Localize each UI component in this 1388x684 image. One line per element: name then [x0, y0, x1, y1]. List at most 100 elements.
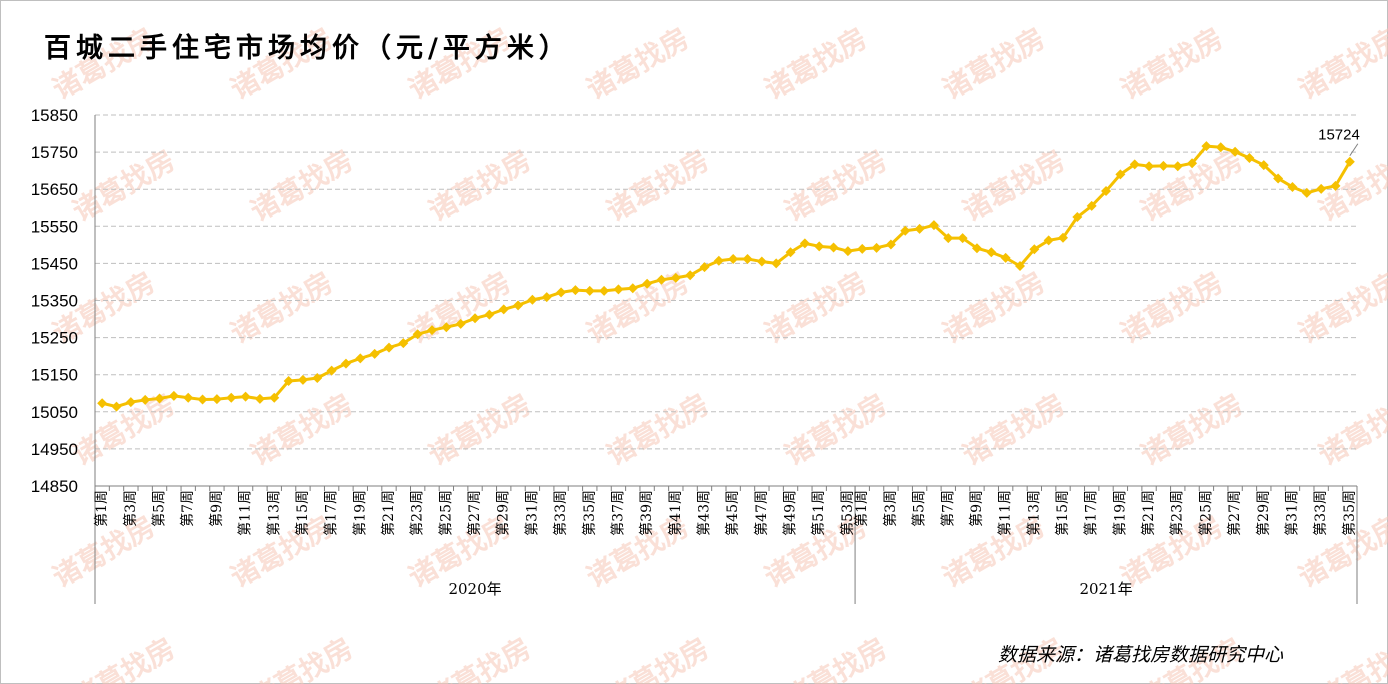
data-point	[455, 318, 466, 329]
data-point	[1014, 260, 1025, 271]
data-point	[885, 239, 896, 250]
y-tick-label: 15450	[31, 254, 78, 273]
watermark-text: 诸葛找房	[1313, 387, 1388, 472]
x-group-label: 2020年	[448, 580, 501, 598]
data-point	[398, 338, 409, 349]
data-point	[240, 391, 251, 402]
watermark-text: 诸葛找房	[1135, 143, 1249, 228]
y-tick-label: 15650	[31, 180, 78, 199]
data-point	[1058, 232, 1069, 243]
data-point	[1115, 169, 1126, 180]
data-point	[1101, 186, 1112, 197]
data-point	[283, 376, 294, 387]
data-point	[1316, 183, 1327, 194]
data-point	[355, 353, 366, 364]
watermark-text: 诸葛找房	[1135, 387, 1249, 472]
watermark-text: 诸葛找房	[1293, 509, 1388, 594]
data-point	[412, 329, 423, 340]
x-tick-label: 第13周	[1025, 490, 1042, 536]
data-point	[584, 285, 595, 296]
x-tick-label: 第5周	[151, 490, 168, 527]
x-tick-label: 第15周	[1054, 490, 1071, 536]
x-tick-label: 第31周	[523, 490, 540, 536]
data-point	[197, 394, 208, 405]
x-tick-label: 第33周	[552, 490, 569, 536]
watermark-text: 诸葛找房	[245, 631, 359, 684]
data-point	[183, 392, 194, 403]
x-tick-label: 第21周	[380, 490, 397, 536]
y-tick-label: 15150	[31, 366, 78, 385]
x-tick-label: 第19周	[351, 490, 368, 536]
x-tick-label: 第35周	[1341, 490, 1358, 536]
x-tick-label: 第21周	[1140, 490, 1157, 536]
watermark-text: 诸葛找房	[779, 143, 893, 228]
series-line	[97, 141, 1355, 412]
x-group-label: 2021年	[1079, 580, 1132, 598]
watermark-text: 诸葛找房	[1313, 143, 1388, 228]
data-point	[1187, 158, 1198, 169]
data-point	[1086, 200, 1097, 211]
data-point	[312, 373, 323, 384]
x-tick-label: 第7周	[939, 490, 956, 527]
x-tick-label: 第3周	[122, 490, 139, 527]
x-tick-label: 第11周	[237, 490, 254, 536]
data-point	[613, 284, 624, 295]
x-tick-label: 第9周	[968, 490, 985, 527]
series-line-path	[101, 144, 1352, 409]
data-point	[140, 394, 151, 405]
y-tick-label: 15350	[31, 292, 78, 311]
chart-title: 百城二手住宅市场均价（元/平方米）	[44, 33, 571, 64]
x-tick-label: 第1周	[853, 490, 870, 527]
x-tick-label: 第53周	[839, 490, 856, 536]
watermark-text: 诸葛找房	[1293, 21, 1388, 106]
data-point	[168, 390, 179, 401]
watermark-text: 诸葛找房	[423, 631, 537, 684]
data-point	[771, 258, 782, 269]
data-point	[742, 253, 753, 264]
watermark-text: 诸葛找房	[67, 143, 181, 228]
data-point	[1273, 173, 1284, 184]
watermark-text: 诸葛找房	[601, 143, 715, 228]
x-tick-label: 第31周	[1283, 490, 1300, 536]
data-point	[527, 294, 538, 305]
watermark-text: 诸葛找房	[1115, 21, 1229, 106]
x-tick-label: 第17周	[323, 490, 340, 536]
x-tick-label: 第41周	[667, 490, 684, 536]
data-point	[971, 243, 982, 254]
x-tick-label: 第15周	[294, 490, 311, 536]
y-tick-label: 14950	[31, 440, 78, 459]
gridlines	[95, 114, 1357, 450]
data-point	[713, 255, 724, 266]
data-point	[699, 262, 710, 273]
data-point	[1172, 161, 1183, 172]
x-tick-label: 第35周	[581, 490, 598, 536]
x-tick-label: 第25周	[1197, 490, 1214, 536]
data-point	[570, 285, 581, 296]
x-tick-label: 第19周	[1111, 490, 1128, 536]
data-point	[1129, 159, 1140, 170]
watermark-text: 诸葛找房	[245, 143, 359, 228]
x-tick-label: 第7周	[179, 490, 196, 527]
y-tick-label: 15750	[31, 143, 78, 162]
data-point	[756, 256, 767, 267]
data-point	[1144, 161, 1155, 172]
data-point	[484, 309, 495, 320]
y-tick-label: 14850	[31, 477, 78, 496]
data-point	[728, 253, 739, 264]
x-tick-label: 第39周	[638, 490, 655, 536]
data-point	[627, 283, 638, 294]
data-point	[226, 392, 237, 403]
x-tick-label: 第51周	[810, 490, 827, 536]
data-point	[340, 358, 351, 369]
data-label-leader	[1349, 143, 1359, 157]
data-point	[513, 300, 524, 311]
data-point	[541, 292, 552, 303]
data-point	[814, 241, 825, 252]
data-point	[154, 393, 165, 404]
watermark-text: 诸葛找房	[67, 631, 181, 684]
data-point	[1258, 160, 1269, 171]
data-point	[1230, 146, 1241, 157]
data-point	[857, 243, 868, 254]
